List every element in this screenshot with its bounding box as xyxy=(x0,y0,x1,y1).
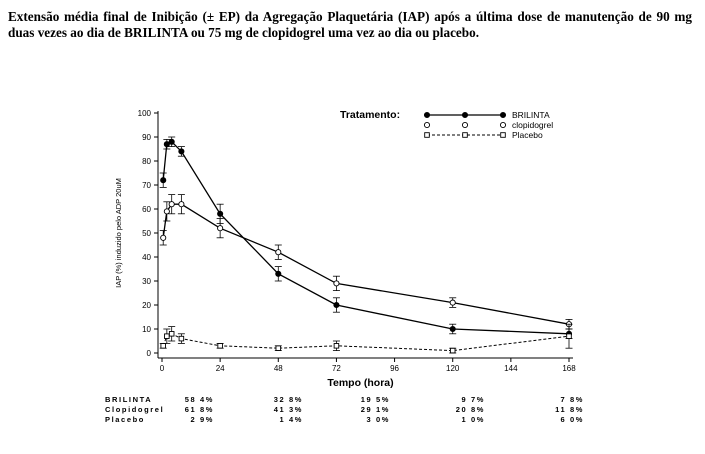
y-tick-label: 0 xyxy=(147,349,152,358)
data-point xyxy=(160,343,166,349)
data-point xyxy=(178,335,185,342)
summary-cell: 61 8% xyxy=(184,405,214,414)
data-point xyxy=(275,345,282,351)
data-point xyxy=(163,208,170,215)
summary-row-label: BRILINTA xyxy=(105,395,153,404)
figure-caption: Extensão média final de Inibição (± EP) … xyxy=(8,9,692,40)
x-tick-label: 24 xyxy=(216,364,225,373)
data-point xyxy=(333,280,340,287)
data-point xyxy=(333,301,340,309)
y-tick-label: 10 xyxy=(142,325,151,334)
legend-marker xyxy=(423,121,431,129)
y-tick-label: 40 xyxy=(142,253,151,262)
x-tick-label: 120 xyxy=(446,364,460,373)
data-point xyxy=(449,347,456,354)
data-point xyxy=(163,141,170,148)
data-point xyxy=(168,138,175,145)
legend-label: BRILINTA xyxy=(512,110,550,120)
summary-table: BRILINTA 58 4% 32 8% 19 5% 9 7% 7 8% Clopidogr… xyxy=(0,395,705,435)
summary-cell: 58 4% xyxy=(184,395,214,404)
summary-cell: 20 8% xyxy=(455,405,485,414)
data-point xyxy=(160,177,167,184)
y-tick-label: 90 xyxy=(142,133,151,142)
x-tick-label: 168 xyxy=(562,364,576,373)
series-line xyxy=(162,203,570,325)
summary-cell: 32 8% xyxy=(273,395,303,404)
summary-cell: 9 7% xyxy=(461,395,485,404)
summary-cell: 2 9% xyxy=(190,415,214,424)
legend-marker xyxy=(499,121,507,129)
summary-row-label: Clopidogrel xyxy=(105,405,165,414)
data-point xyxy=(178,201,185,208)
y-tick-label: 20 xyxy=(142,301,151,310)
series-placebo xyxy=(159,323,573,354)
x-axis-label: Tempo (hora) xyxy=(327,377,393,389)
data-point xyxy=(275,249,282,256)
data-point xyxy=(566,333,572,339)
y-tick-label: 60 xyxy=(142,205,151,214)
legend-marker xyxy=(499,111,507,119)
summary-cell: 41 3% xyxy=(273,405,303,414)
legend-marker xyxy=(461,111,469,119)
legend-marker xyxy=(500,132,506,138)
summary-cell: 19 5% xyxy=(360,395,390,404)
summary-cell: 29 1% xyxy=(360,405,390,414)
data-point xyxy=(217,210,224,217)
chart-series-layer xyxy=(159,136,573,354)
data-point xyxy=(275,270,282,277)
y-tick-label: 80 xyxy=(142,157,151,166)
legend-title: Tratamento: xyxy=(340,109,400,121)
x-tick-label: 144 xyxy=(504,364,518,373)
legend-marker xyxy=(424,132,430,138)
chart-axes: 0 10 20 30 40 50 60 70 80 90 100 0 24 48 72 96 120 144 168… xyxy=(114,109,576,389)
legend-marker xyxy=(462,132,468,138)
legend-label: clopidogrel xyxy=(512,120,553,130)
data-point xyxy=(164,333,170,339)
y-axis-label: IAP (%) induzido pelo ADP 20uM xyxy=(114,178,123,288)
summary-cell: 1 0% xyxy=(461,415,485,424)
x-tick-label: 72 xyxy=(332,364,341,373)
data-point xyxy=(449,299,456,306)
data-point xyxy=(217,225,224,232)
data-point xyxy=(217,343,223,349)
series-clopidogrel xyxy=(159,194,573,330)
legend-label: Placebo xyxy=(512,130,543,140)
data-point xyxy=(168,331,175,337)
series-line xyxy=(162,141,570,335)
legend-marker xyxy=(423,111,431,119)
series-line xyxy=(162,333,570,352)
x-tick-label: 96 xyxy=(390,364,399,373)
data-point xyxy=(178,148,185,155)
legend-marker xyxy=(461,121,469,129)
y-tick-label: 30 xyxy=(142,277,151,286)
data-point xyxy=(160,234,167,241)
summary-cell: 6 0% xyxy=(560,415,584,424)
y-tick-label: 50 xyxy=(142,229,151,238)
summary-row-label: Placebo xyxy=(105,415,145,424)
summary-cell: 11 8% xyxy=(555,405,584,414)
x-tick-label: 0 xyxy=(160,364,165,373)
data-point xyxy=(168,201,175,208)
y-tick-label: 100 xyxy=(138,109,152,118)
summary-cell: 3 0% xyxy=(366,415,390,424)
data-point xyxy=(333,343,340,349)
summary-cell: 7 8% xyxy=(560,395,584,404)
y-tick-label: 70 xyxy=(142,181,151,190)
x-tick-label: 48 xyxy=(274,364,283,373)
summary-cell: 1 4% xyxy=(279,415,303,424)
data-point xyxy=(449,325,456,333)
